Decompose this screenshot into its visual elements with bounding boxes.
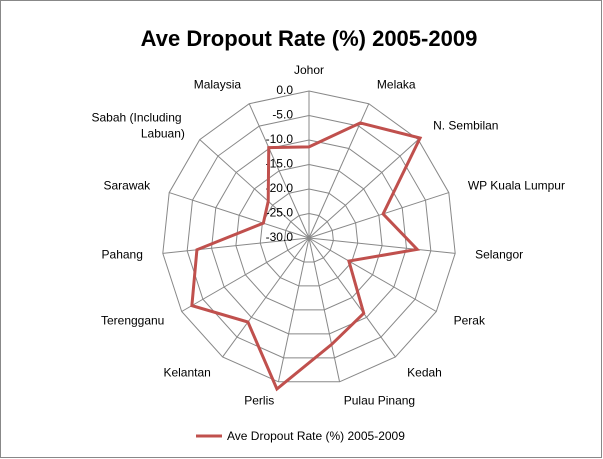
r-tick-label: -15.0 <box>266 157 294 171</box>
grid-ring <box>162 90 456 383</box>
r-tick-label: -20.0 <box>266 181 294 195</box>
legend-label: Ave Dropout Rate (%) 2005-2009 <box>227 429 405 443</box>
spoke <box>308 139 419 239</box>
category-label: Sarawak <box>103 179 151 193</box>
spoke <box>169 192 310 239</box>
spoke <box>308 192 449 239</box>
r-tick-label: -30.0 <box>266 230 294 244</box>
category-label: Terengganu <box>101 314 164 328</box>
category-label: Perak <box>454 314 486 328</box>
chart-title: Ave Dropout Rate (%) 2005-2009 <box>141 26 478 51</box>
category-label: Sabah (Including Labuan) <box>91 110 184 140</box>
category-label: Pulau Pinang <box>344 394 415 408</box>
spoke <box>199 139 310 239</box>
spoke <box>181 237 310 312</box>
grid-ring <box>186 114 432 359</box>
grid-ring <box>211 139 407 335</box>
r-tick-label: 0.0 <box>276 83 293 97</box>
r-tick-label: -10.0 <box>266 132 294 146</box>
series-line <box>190 121 423 392</box>
category-label: Melaka <box>377 78 416 92</box>
r-tick-label: -5.0 <box>272 108 293 122</box>
grid-ring <box>259 188 359 287</box>
category-label: Perlis <box>244 394 274 408</box>
spoke <box>222 237 310 358</box>
spoke <box>277 237 310 382</box>
category-label: WP Kuala Lumpur <box>468 179 565 193</box>
category-label: Malaysia <box>194 78 242 92</box>
category-label: Kedah <box>407 365 442 379</box>
spoke <box>308 237 456 254</box>
spoke <box>162 237 310 254</box>
spoke <box>308 237 341 382</box>
category-label: Kelantan <box>163 365 210 379</box>
spoke <box>308 103 370 239</box>
category-label: N. Sembilan <box>433 118 498 132</box>
category-label: Pahang <box>102 248 143 262</box>
spoke <box>248 103 310 239</box>
grid-ring <box>235 163 383 311</box>
spoke <box>308 237 396 358</box>
r-tick-label: -25.0 <box>266 206 294 220</box>
grid-ring <box>284 212 334 263</box>
category-label: Johor <box>294 63 324 77</box>
spoke <box>308 237 437 312</box>
category-label: Selangor <box>475 248 523 262</box>
